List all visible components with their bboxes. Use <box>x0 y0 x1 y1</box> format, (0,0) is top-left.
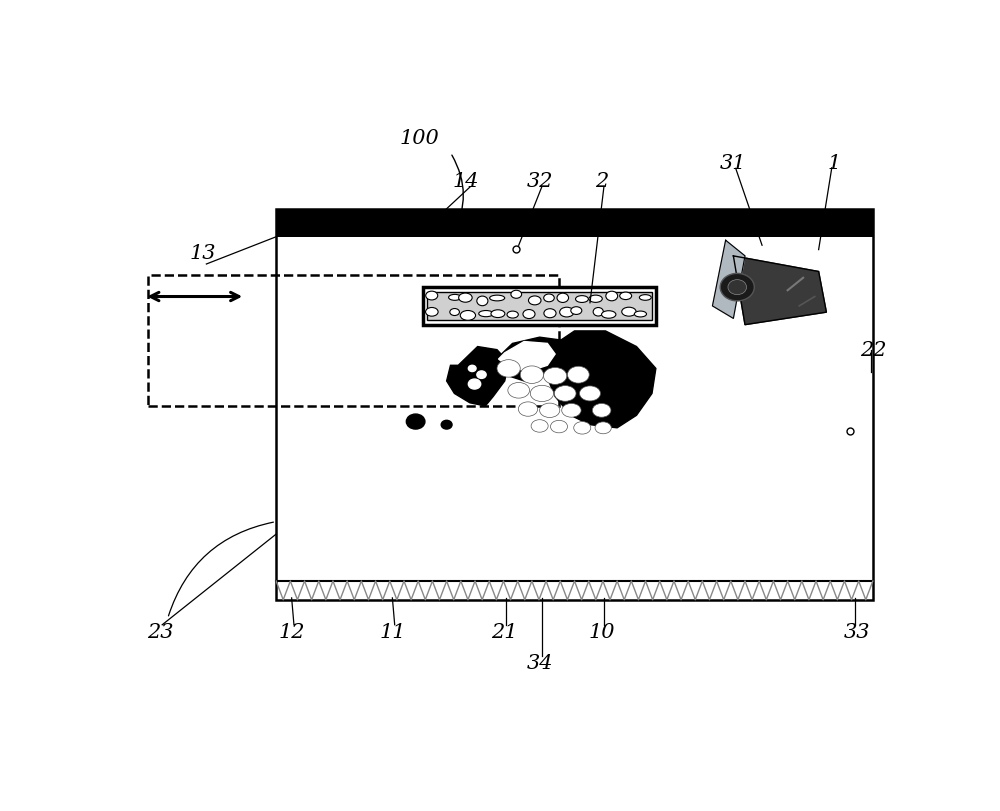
Ellipse shape <box>523 310 535 320</box>
Ellipse shape <box>571 307 582 315</box>
Text: 32: 32 <box>526 172 553 191</box>
Ellipse shape <box>554 386 576 401</box>
Ellipse shape <box>520 367 544 384</box>
Bar <box>276 210 873 600</box>
Text: 1: 1 <box>828 153 841 173</box>
Bar <box>423 288 656 325</box>
Ellipse shape <box>589 296 602 303</box>
Ellipse shape <box>602 311 616 319</box>
Text: 34: 34 <box>526 653 553 672</box>
Ellipse shape <box>518 402 538 417</box>
Polygon shape <box>489 337 582 381</box>
Ellipse shape <box>479 311 493 317</box>
Ellipse shape <box>531 420 548 432</box>
Circle shape <box>468 366 476 372</box>
Ellipse shape <box>606 292 618 302</box>
Bar <box>427 293 652 320</box>
Ellipse shape <box>507 311 518 319</box>
Ellipse shape <box>550 421 568 433</box>
Ellipse shape <box>634 311 647 318</box>
Ellipse shape <box>459 294 472 303</box>
Text: 21: 21 <box>492 622 518 641</box>
Ellipse shape <box>540 404 560 418</box>
Ellipse shape <box>544 294 554 303</box>
Circle shape <box>477 371 486 379</box>
Text: 10: 10 <box>588 622 615 641</box>
Text: 12: 12 <box>278 622 305 641</box>
Text: 14: 14 <box>453 172 479 191</box>
Text: 33: 33 <box>844 622 871 641</box>
Ellipse shape <box>450 309 459 316</box>
Circle shape <box>406 414 425 430</box>
Text: 31: 31 <box>720 153 747 173</box>
Polygon shape <box>499 342 555 372</box>
Ellipse shape <box>576 296 588 303</box>
Ellipse shape <box>580 387 600 401</box>
Text: 23: 23 <box>147 622 173 641</box>
Polygon shape <box>544 332 656 428</box>
Text: 11: 11 <box>379 622 406 641</box>
Ellipse shape <box>528 297 541 306</box>
Circle shape <box>720 274 754 302</box>
Ellipse shape <box>449 295 461 301</box>
Ellipse shape <box>426 292 438 301</box>
Ellipse shape <box>574 422 591 435</box>
Ellipse shape <box>530 386 554 402</box>
Text: 100: 100 <box>400 128 439 148</box>
Polygon shape <box>733 256 826 325</box>
Ellipse shape <box>568 367 589 384</box>
Ellipse shape <box>560 308 574 318</box>
Ellipse shape <box>620 293 632 300</box>
Ellipse shape <box>491 311 505 318</box>
Polygon shape <box>447 347 509 406</box>
Ellipse shape <box>622 308 636 317</box>
Bar <box>276 210 873 238</box>
Ellipse shape <box>426 308 438 317</box>
Text: 22: 22 <box>860 341 886 360</box>
Ellipse shape <box>593 308 603 316</box>
Circle shape <box>441 421 452 430</box>
Circle shape <box>728 281 747 295</box>
Ellipse shape <box>557 294 569 303</box>
Circle shape <box>468 380 481 389</box>
Ellipse shape <box>544 309 556 319</box>
Ellipse shape <box>477 297 488 307</box>
Ellipse shape <box>490 296 505 302</box>
Ellipse shape <box>592 404 611 418</box>
Ellipse shape <box>562 404 581 418</box>
Ellipse shape <box>497 360 520 378</box>
Ellipse shape <box>508 383 530 399</box>
Ellipse shape <box>639 295 651 301</box>
Bar <box>148 275 559 406</box>
Ellipse shape <box>511 291 522 299</box>
Text: 13: 13 <box>189 244 216 263</box>
Polygon shape <box>712 241 745 319</box>
Ellipse shape <box>460 311 476 321</box>
Text: 2: 2 <box>595 172 608 191</box>
Ellipse shape <box>595 423 611 434</box>
Ellipse shape <box>544 368 567 385</box>
